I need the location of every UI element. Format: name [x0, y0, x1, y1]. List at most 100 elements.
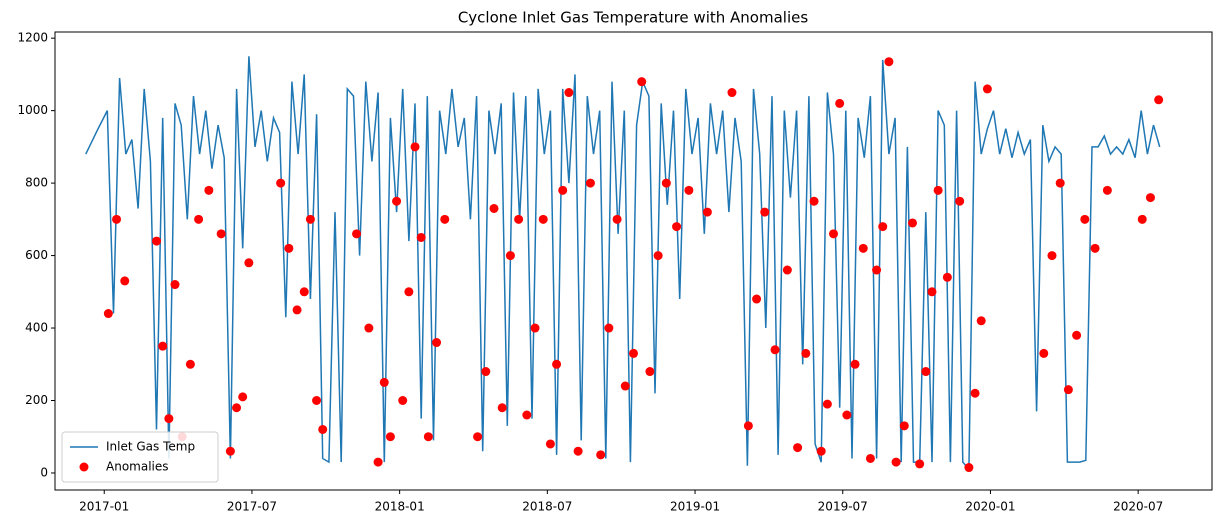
anomaly-point	[822, 399, 832, 409]
anomaly-point	[927, 287, 937, 297]
anomaly-point	[489, 203, 499, 213]
anomaly-point	[120, 276, 130, 286]
anomaly-point	[661, 178, 671, 188]
legend-swatch	[79, 462, 89, 472]
anomaly-point	[921, 367, 931, 377]
anomaly-point	[410, 142, 420, 152]
x-tick-label: 2020-01	[965, 500, 1015, 514]
anomaly-point	[760, 207, 770, 217]
anomaly-point	[865, 453, 875, 463]
anomaly-point	[497, 403, 507, 413]
anomaly-point	[204, 185, 214, 195]
anomaly-point	[373, 457, 383, 467]
anomaly-point	[194, 214, 204, 224]
anomaly-point	[299, 287, 309, 297]
anomaly-point	[884, 57, 894, 67]
plot-area	[85, 56, 1164, 473]
legend-label: Anomalies	[106, 460, 169, 474]
anomaly-point	[416, 232, 426, 242]
anomaly-point	[398, 396, 408, 406]
y-tick-label: 400	[25, 321, 48, 335]
anomaly-point	[244, 258, 254, 268]
anomaly-point	[645, 367, 655, 377]
x-tick-label: 2018-07	[522, 500, 572, 514]
anomaly-point	[276, 178, 286, 188]
anomaly-point	[545, 439, 555, 449]
x-tick-label: 2018-01	[375, 500, 425, 514]
x-tick-label: 2017-01	[79, 500, 129, 514]
anomaly-point	[891, 457, 901, 467]
anomaly-point	[1137, 214, 1147, 224]
legend: Inlet Gas Temp Anomalies	[61, 431, 219, 483]
anomaly-point	[801, 348, 811, 358]
anomaly-point	[809, 196, 819, 206]
anomaly-point	[152, 236, 162, 246]
anomaly-point	[743, 421, 753, 431]
anomaly-point	[305, 214, 315, 224]
anomaly-point	[552, 359, 562, 369]
y-tick-label: 0	[40, 465, 48, 479]
x-tick-label: 2020-07	[1113, 500, 1163, 514]
anomaly-point	[1102, 185, 1112, 195]
anomaly-point	[793, 443, 803, 453]
anomaly-point	[564, 88, 574, 98]
anomaly-point	[225, 446, 235, 456]
anomaly-point	[878, 222, 888, 232]
y-tick-label: 200	[25, 393, 48, 407]
y-tick-label: 800	[25, 176, 48, 190]
anomaly-point	[612, 214, 622, 224]
anomaly-point	[942, 272, 952, 282]
anomaly-point	[530, 323, 540, 333]
anomaly-point	[872, 265, 882, 275]
anomaly-point	[637, 77, 647, 87]
anomaly-point	[933, 185, 943, 195]
anomaly-point	[238, 392, 248, 402]
anomaly-point	[770, 345, 780, 355]
anomaly-point	[1072, 330, 1082, 340]
anomaly-point	[672, 222, 682, 232]
anomaly-point	[1039, 348, 1049, 358]
y-tick-label: 1200	[17, 31, 48, 45]
y-tick-label: 600	[25, 248, 48, 262]
anomaly-point	[727, 88, 737, 98]
anomaly-point	[292, 305, 302, 315]
anomaly-point	[604, 323, 614, 333]
anomaly-point	[103, 309, 113, 319]
anomaly-point	[1063, 385, 1073, 395]
anomaly-point	[782, 265, 792, 275]
legend-label: Inlet Gas Temp	[106, 440, 195, 454]
anomaly-point	[232, 403, 242, 413]
x-tick-label: 2019-01	[670, 500, 720, 514]
plot-frame	[54, 31, 1213, 491]
anomaly-point	[312, 396, 322, 406]
anomaly-point	[596, 450, 606, 460]
anomaly-point	[1154, 95, 1164, 105]
anomaly-point	[955, 196, 965, 206]
y-tick-label: 1000	[17, 103, 48, 117]
anomaly-point	[170, 280, 180, 290]
anomaly-point	[440, 214, 450, 224]
anomaly-point	[185, 359, 195, 369]
anomaly-point	[653, 251, 663, 261]
anomaly-point	[915, 459, 925, 469]
anomaly-point	[1080, 214, 1090, 224]
anomaly-point	[379, 377, 389, 387]
anomaly-point	[158, 341, 168, 351]
anomaly-point	[970, 388, 980, 398]
anomaly-point	[392, 196, 402, 206]
anomaly-point	[216, 229, 226, 239]
anomaly-point	[1090, 243, 1100, 253]
anomaly-point	[284, 243, 294, 253]
anomaly-point	[829, 229, 839, 239]
anomaly-point	[702, 207, 712, 217]
anomaly-point	[522, 410, 532, 420]
anomaly-point	[385, 432, 395, 442]
anomaly-point	[629, 348, 638, 358]
anomaly-point	[423, 432, 433, 442]
anomaly-point	[1145, 193, 1155, 203]
anomaly-point	[858, 243, 868, 253]
anomaly-point	[684, 185, 694, 195]
anomaly-point	[835, 98, 845, 108]
